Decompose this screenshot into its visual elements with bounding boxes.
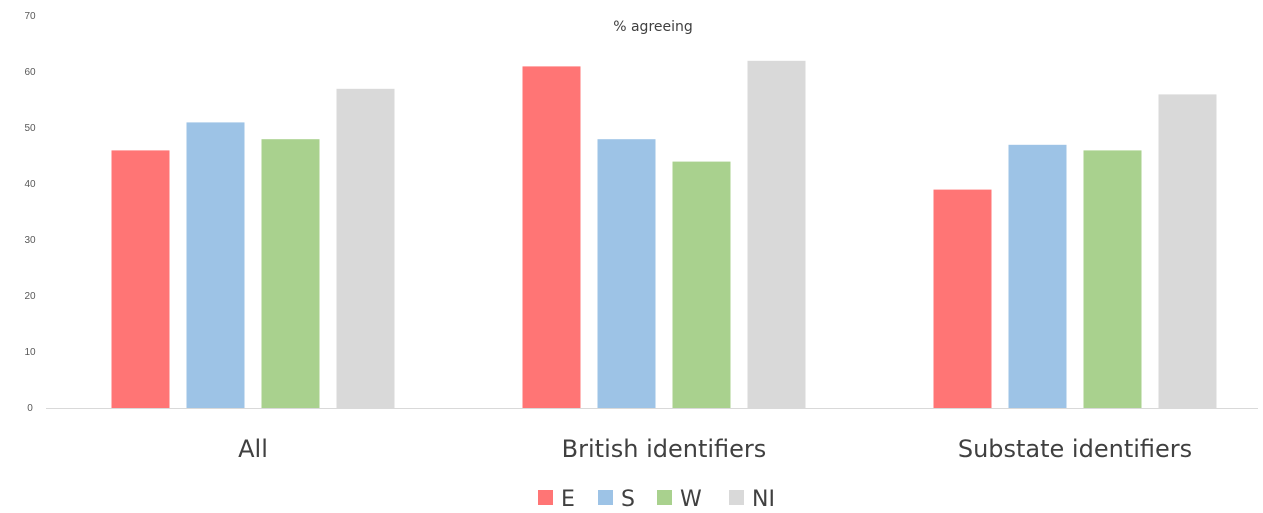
- legend-swatch-s: [598, 490, 613, 505]
- y-tick-label: 30: [24, 235, 36, 246]
- category-label: All: [238, 435, 268, 463]
- y-tick-label: 60: [24, 67, 36, 78]
- bar-e-1: [522, 66, 581, 409]
- bar-ni-0: [336, 88, 395, 409]
- legend-label-w: W: [680, 487, 702, 512]
- bar-w-1: [672, 161, 731, 408]
- bar-ni-1: [747, 60, 806, 409]
- bar-w-2: [1083, 150, 1142, 408]
- legend-swatch-ni: [729, 490, 744, 505]
- bar-ni-2: [1158, 94, 1217, 409]
- y-tick-label: 20: [24, 291, 36, 302]
- bar-e-2: [933, 189, 992, 408]
- y-tick-label: 70: [24, 11, 36, 22]
- legend-swatch-w: [657, 490, 672, 505]
- y-tick-label: 0: [27, 403, 33, 414]
- bar-s-1: [597, 139, 656, 408]
- bar-s-2: [1008, 144, 1067, 409]
- bars: [111, 60, 1217, 409]
- category-labels: All British identifiers Substate identifie…: [238, 435, 1192, 463]
- legend-label-s: S: [621, 487, 635, 512]
- legend-label-ni: NI: [752, 487, 775, 512]
- bar-e-0: [111, 150, 170, 408]
- category-label: Substate identifiers: [958, 435, 1192, 463]
- y-tick-label: 10: [24, 347, 36, 358]
- legend-label-e: E: [561, 487, 575, 512]
- y-tick-label: 40: [24, 179, 36, 190]
- category-label: British identifiers: [562, 435, 767, 463]
- y-tick-label: 50: [24, 123, 36, 134]
- legend-swatch-e: [538, 490, 553, 505]
- legend: E S W NI: [538, 487, 775, 512]
- y-axis-ticks: 0 10 20 30 40 50 60 70: [24, 11, 36, 414]
- chart-title: % agreeing: [613, 19, 693, 35]
- bar-w-0: [261, 139, 320, 408]
- bar-s-0: [186, 122, 245, 409]
